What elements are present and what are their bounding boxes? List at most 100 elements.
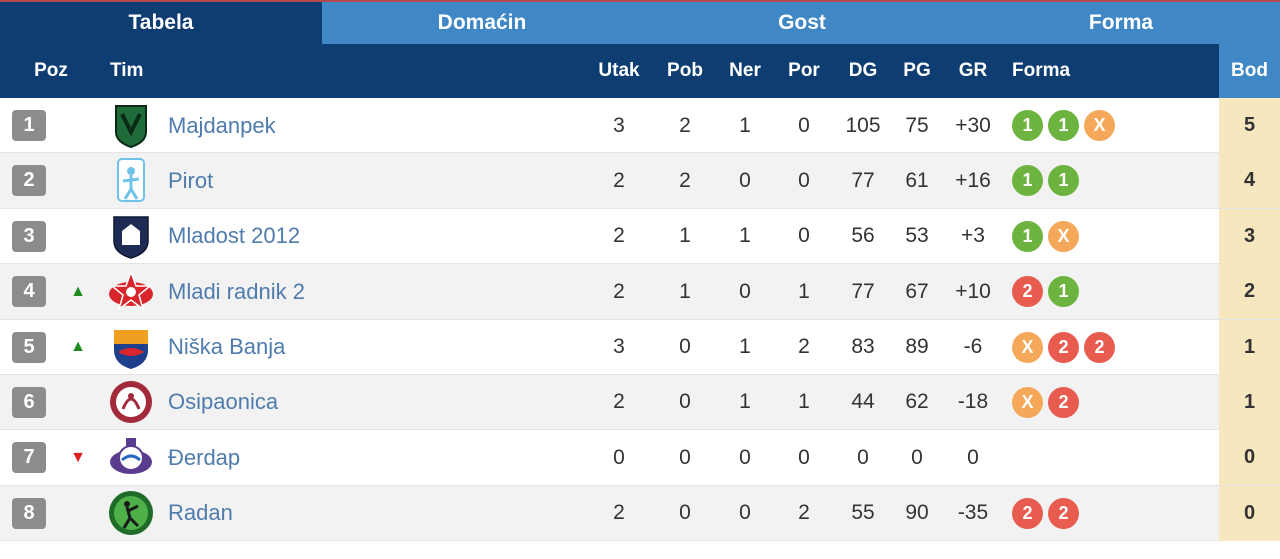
cell-utak: 3 (613, 113, 625, 137)
col-dg[interactable]: DG (848, 60, 878, 81)
cell-ner: 1 (739, 390, 751, 414)
col-bod[interactable]: Bod (1219, 44, 1280, 98)
table-row: 8 Radan 2 0 0 2 55 90 -35 2 2 0 (0, 485, 1280, 542)
form-loss-badge[interactable]: 2 (1084, 331, 1115, 363)
team-name-link[interactable]: Niška Banja (168, 334, 286, 360)
tab-domacin[interactable]: Domaćin (437, 11, 527, 34)
position-badge: 5 (12, 331, 46, 363)
cell-utak: 2 (613, 224, 625, 248)
position-badge: 4 (12, 276, 46, 308)
form-win-badge[interactable]: 1 (1012, 165, 1043, 197)
cell-dg: 77 (851, 279, 875, 303)
form-loss-badge[interactable]: 2 (1048, 497, 1079, 529)
cell-gr: -18 (957, 390, 989, 414)
cell-por: 0 (798, 445, 810, 469)
table-row: 3 Mladost 2012 2 1 1 0 56 53 +3 1 X 3 (0, 208, 1280, 265)
table-row: 5 ▲ Niška Banja 3 0 1 2 83 89 -6 X 2 2 1 (0, 319, 1280, 375)
form-loss-badge[interactable]: 2 (1012, 497, 1043, 529)
cell-por: 1 (798, 279, 810, 303)
cell-gr: +10 (955, 279, 991, 303)
cell-pob: 1 (679, 224, 691, 248)
form-loss-badge[interactable]: 2 (1012, 276, 1043, 308)
col-poz[interactable]: Poz (34, 60, 68, 81)
cell-bod: 0 (1219, 485, 1280, 541)
cell-gr: 0 (967, 445, 979, 469)
tab-tabela[interactable]: Tabela (0, 2, 322, 44)
col-forma[interactable]: Forma (1012, 60, 1071, 81)
form-draw-badge[interactable]: X (1012, 386, 1043, 418)
cell-por: 0 (798, 113, 810, 137)
pirot-logo[interactable] (108, 157, 154, 203)
tab-gost[interactable]: Gost (778, 11, 826, 34)
cell-pob: 1 (679, 279, 691, 303)
cell-ner: 0 (739, 279, 751, 303)
cell-utak: 3 (613, 335, 625, 359)
form-win-badge[interactable]: 1 (1048, 165, 1079, 197)
team-name-link[interactable]: Osipaonica (168, 389, 279, 415)
form-win-badge[interactable]: 1 (1012, 110, 1043, 141)
col-gr[interactable]: GR (958, 60, 988, 81)
trend-up-icon: ▲ (70, 282, 86, 300)
col-pg[interactable]: PG (903, 60, 931, 81)
cell-pg: 67 (905, 279, 929, 303)
team-name-link[interactable]: Majdanpek (168, 112, 276, 138)
cell-ner: 1 (739, 335, 751, 359)
team-name-link[interactable]: Mladi radnik 2 (168, 278, 305, 304)
col-tim[interactable]: Tim (110, 60, 144, 81)
table-row: 7 ▼ Đerdap 0 0 0 0 0 0 0 0 (0, 430, 1280, 486)
standings-table-body: 1 Majdanpek 3 2 1 0 105 75 +30 1 1 X 5 2 Pirot 2 2 0 0 77 61… (0, 98, 1280, 542)
mladi-radnik-logo[interactable] (108, 268, 154, 314)
cell-dg: 56 (851, 224, 875, 248)
form-win-badge[interactable]: 1 (1048, 110, 1079, 141)
position-badge: 8 (12, 497, 46, 529)
cell-pg: 0 (911, 445, 923, 469)
cell-ner: 0 (739, 168, 751, 192)
cell-dg: 77 (851, 168, 875, 192)
form-draw-badge[interactable]: X (1012, 331, 1043, 363)
cell-pg: 53 (905, 224, 929, 248)
derdap-logo[interactable] (108, 434, 154, 480)
form-loss-badge[interactable]: 2 (1048, 386, 1079, 418)
cell-por: 2 (798, 501, 810, 525)
cell-dg: 55 (851, 501, 875, 525)
cell-ner: 0 (739, 445, 751, 469)
table-row: 1 Majdanpek 3 2 1 0 105 75 +30 1 1 X 5 (0, 98, 1280, 154)
cell-utak: 2 (613, 168, 625, 192)
cell-pob: 0 (679, 335, 691, 359)
form-loss-badge[interactable]: 2 (1048, 331, 1079, 363)
team-name-link[interactable]: Đerdap (168, 444, 241, 470)
team-name-link[interactable]: Mladost 2012 (168, 223, 301, 249)
cell-bod: 5 (1219, 98, 1280, 153)
form-draw-badge[interactable]: X (1084, 110, 1115, 141)
position-badge: 3 (12, 220, 46, 252)
top-accent-line (0, 0, 1280, 2)
majdanpek-logo[interactable] (108, 102, 154, 149)
cell-dg: 83 (851, 335, 875, 359)
cell-bod: 2 (1219, 264, 1280, 320)
osipaonica-logo[interactable] (108, 379, 154, 425)
cell-utak: 2 (613, 279, 625, 303)
form-draw-badge[interactable]: X (1048, 220, 1079, 252)
team-name-link[interactable]: Pirot (168, 167, 214, 193)
form-win-badge[interactable]: 1 (1048, 276, 1079, 308)
form-win-badge[interactable]: 1 (1012, 220, 1043, 252)
table-row: 4 ▲ Mladi radnik 2 2 1 0 1 77 67 +10 2 1 2 (0, 264, 1280, 320)
col-utak[interactable]: Utak (598, 60, 640, 81)
cell-por: 1 (798, 390, 810, 414)
niska-banja-logo[interactable] (108, 324, 154, 370)
mladost-2012-logo[interactable] (108, 213, 154, 259)
col-por[interactable]: Por (788, 60, 820, 81)
cell-ner: 1 (739, 113, 751, 137)
table-row: 2 Pirot 2 2 0 0 77 61 +16 1 1 4 (0, 153, 1280, 209)
tab-forma[interactable]: Forma (1088, 11, 1154, 34)
cell-dg: 105 (845, 113, 881, 137)
radan-logo[interactable] (108, 490, 154, 536)
col-pob[interactable]: Pob (667, 60, 703, 81)
team-name-link[interactable]: Radan (168, 500, 233, 526)
cell-ner: 1 (739, 224, 751, 248)
col-ner[interactable]: Ner (729, 60, 761, 81)
cell-pg: 75 (905, 113, 929, 137)
